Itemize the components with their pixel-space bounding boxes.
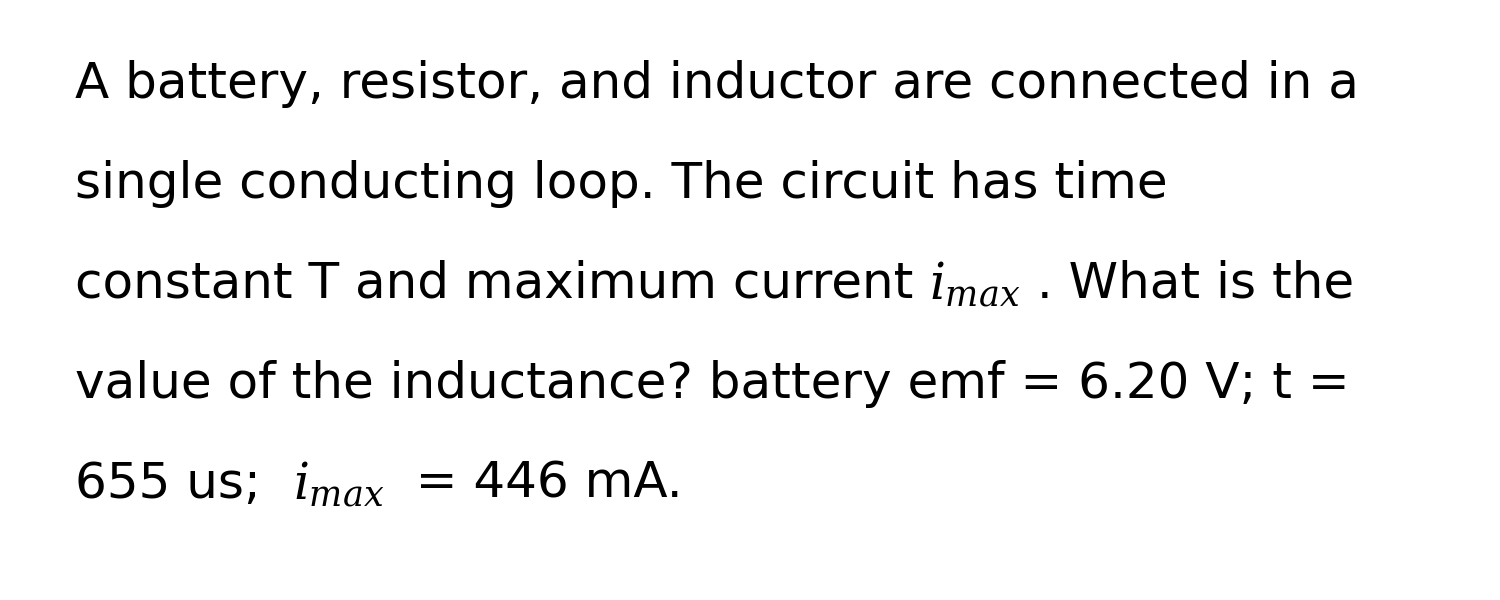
Text: $i_{max}$: $i_{max}$ bbox=[292, 460, 384, 510]
Text: 655 us;: 655 us; bbox=[75, 460, 292, 508]
Text: A battery, resistor, and inductor are connected in a: A battery, resistor, and inductor are co… bbox=[75, 60, 1359, 108]
Text: $i_{max}$: $i_{max}$ bbox=[930, 260, 1020, 310]
Text: constant T and maximum current: constant T and maximum current bbox=[75, 260, 928, 308]
Text: . What is the: . What is the bbox=[1020, 260, 1353, 308]
Text: value of the inductance? battery emf = 6.20 V; t =: value of the inductance? battery emf = 6… bbox=[75, 360, 1350, 408]
Text: = 446 mA.: = 446 mA. bbox=[384, 460, 682, 508]
Text: single conducting loop. The circuit has time: single conducting loop. The circuit has … bbox=[75, 160, 1167, 208]
